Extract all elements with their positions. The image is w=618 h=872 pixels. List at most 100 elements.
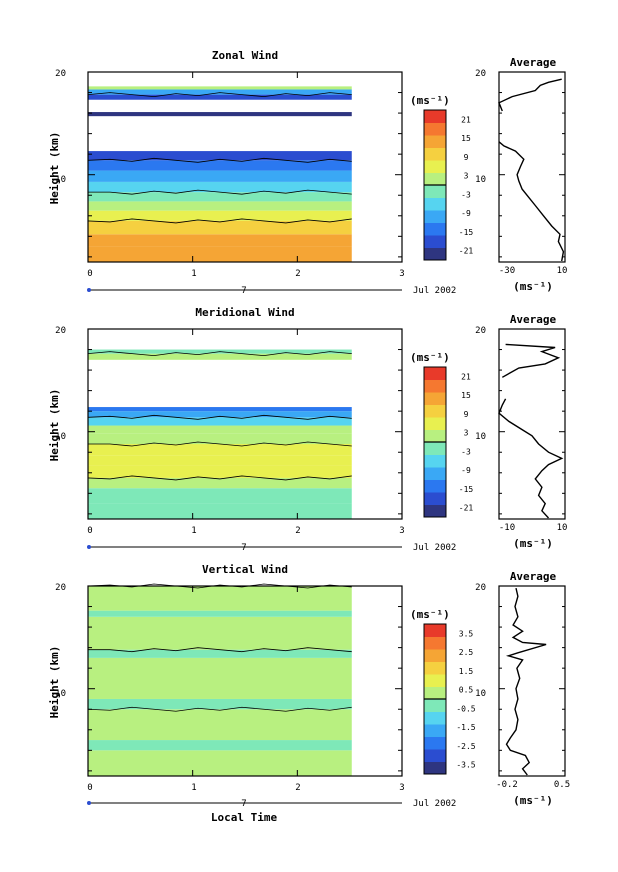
- heatmap-band: [88, 586, 352, 611]
- x-tick-label: 2: [295, 269, 300, 279]
- date-label: Jul 2002: [413, 286, 456, 296]
- heatmap-band: [88, 488, 352, 504]
- colorbar-tick-label: 9: [464, 410, 469, 419]
- colorbar-segment: [424, 379, 446, 393]
- profile-x-label: (ms⁻¹): [513, 794, 553, 807]
- heatmap-band: [88, 210, 352, 221]
- heatmap-band: [88, 246, 352, 262]
- heatmap-band: [88, 698, 352, 710]
- x-tick-label: 3: [399, 269, 404, 279]
- y-axis-label: Height (km): [48, 132, 61, 205]
- colorbar-segment: [424, 749, 446, 762]
- heatmap-band: [88, 425, 352, 434]
- colorbar-unit: (ms⁻¹): [410, 94, 450, 107]
- colorbar-segment: [424, 247, 446, 261]
- y-axis-label: Height (km): [48, 646, 61, 719]
- profile-y-tick: 20: [475, 326, 486, 336]
- colorbar-tick-label: -2.5: [456, 742, 475, 751]
- colorbar-segment: [424, 404, 446, 418]
- heatmap-band: [88, 417, 352, 426]
- contour-line: [87, 414, 352, 420]
- heatmap-band: [88, 740, 352, 751]
- colorbar-tick-label: -15: [459, 485, 474, 494]
- heatmap-band: [88, 649, 352, 658]
- x-tick-label: 3: [399, 526, 404, 536]
- colorbar-segment: [424, 122, 446, 136]
- colorbar-tick-label: -0.5: [456, 704, 475, 713]
- profile-vertical: [498, 585, 566, 777]
- panel-vertical-wind: Vertical Wind 20 10 0 1 2 3 Height (km) …: [48, 563, 570, 824]
- y-tick-label: 20: [55, 326, 66, 336]
- heatmap-band: [88, 750, 352, 776]
- colorbar-segment: [424, 392, 446, 405]
- profile-frame: [498, 585, 566, 777]
- profile-x-tick: 10: [557, 523, 568, 533]
- colorbar-tick-label: 3.5: [459, 629, 474, 638]
- colorbar-tick-label: -15: [459, 228, 474, 237]
- panel-zonal-wind: Zonal Wind 20 10 0 1 2 3 Height (km) 7 J…: [48, 49, 567, 296]
- x-tick-label: 1: [191, 526, 196, 536]
- colorbar-segment: [424, 160, 446, 173]
- profile-x-label: (ms⁻¹): [513, 537, 553, 550]
- colorbar-segment: [424, 222, 446, 236]
- x-tick-label: 2: [295, 526, 300, 536]
- x-tick-label: 0: [87, 783, 92, 793]
- date-axis-marker: [87, 545, 91, 549]
- profile-line: [505, 587, 547, 776]
- colorbar-tick-label: -3.5: [456, 761, 475, 770]
- contour-line: [88, 647, 352, 653]
- profile-frame: [498, 328, 566, 520]
- colorbar-tick-label: 1.5: [459, 667, 474, 676]
- colorbar-segment: [424, 761, 446, 775]
- y-axis-label: Height (km): [48, 389, 61, 462]
- colorbar-tick-label: 9: [464, 153, 469, 162]
- colorbar-tick-label: 3: [464, 172, 469, 181]
- x-tick-label: 3: [399, 783, 404, 793]
- contour-line: [87, 475, 352, 481]
- colorbar-tick-label: -3: [461, 447, 471, 456]
- colorbar-tick-label: 0.5: [459, 686, 474, 695]
- panel-title: Meridional Wind: [195, 306, 294, 319]
- profile-x-tick: 0.5: [554, 780, 570, 790]
- colorbar-tick-label: 21: [461, 115, 471, 124]
- day-label: 7: [241, 286, 246, 296]
- colorbar-segment: [424, 197, 446, 211]
- heatmap-band: [88, 353, 352, 360]
- colorbar-segment: [424, 172, 446, 186]
- heatmap-band: [88, 89, 352, 95]
- contour-line: [87, 706, 352, 712]
- colorbar-tick-label: 21: [461, 372, 471, 381]
- heatmap-band: [88, 407, 352, 412]
- contour-line: [87, 351, 352, 357]
- profile-y-tick: 10: [475, 175, 486, 185]
- heatmap-band: [88, 503, 352, 519]
- colorbar-segment: [424, 711, 446, 725]
- profile-line: [501, 343, 561, 378]
- profile-zonal: [498, 71, 566, 263]
- contour-line: [87, 157, 352, 163]
- heatmap-band: [88, 657, 352, 699]
- y-tick-label: 20: [55, 69, 66, 79]
- colorbar-segment: [424, 235, 446, 248]
- heatmap-band: [88, 234, 352, 247]
- x-tick-label: 0: [87, 526, 92, 536]
- heatmap-band: [88, 709, 352, 741]
- plot-frame: [87, 585, 403, 777]
- colorbar-segment: [424, 210, 446, 223]
- colorbar-zonal: 21 15 9 3 -3 -9 -15 -21: [423, 109, 474, 261]
- x-tick-label: 0: [87, 269, 92, 279]
- contour-line: [88, 189, 352, 195]
- x-axis-label: Local Time: [211, 811, 278, 824]
- colorbar-segment: [424, 367, 446, 380]
- heatmap-band: [88, 455, 352, 466]
- colorbar-segment: [424, 492, 446, 505]
- panel-title: Vertical Wind: [202, 563, 288, 576]
- colorbar-tick-label: 3: [464, 429, 469, 438]
- day-label: 7: [241, 543, 246, 553]
- contour-line: [87, 92, 352, 97]
- profile-y-tick: 10: [475, 689, 486, 699]
- colorbar-segment: [424, 504, 446, 518]
- date-label: Jul 2002: [413, 543, 456, 553]
- colorbar-tick-label: -21: [459, 504, 474, 513]
- colorbar-segment: [424, 454, 446, 468]
